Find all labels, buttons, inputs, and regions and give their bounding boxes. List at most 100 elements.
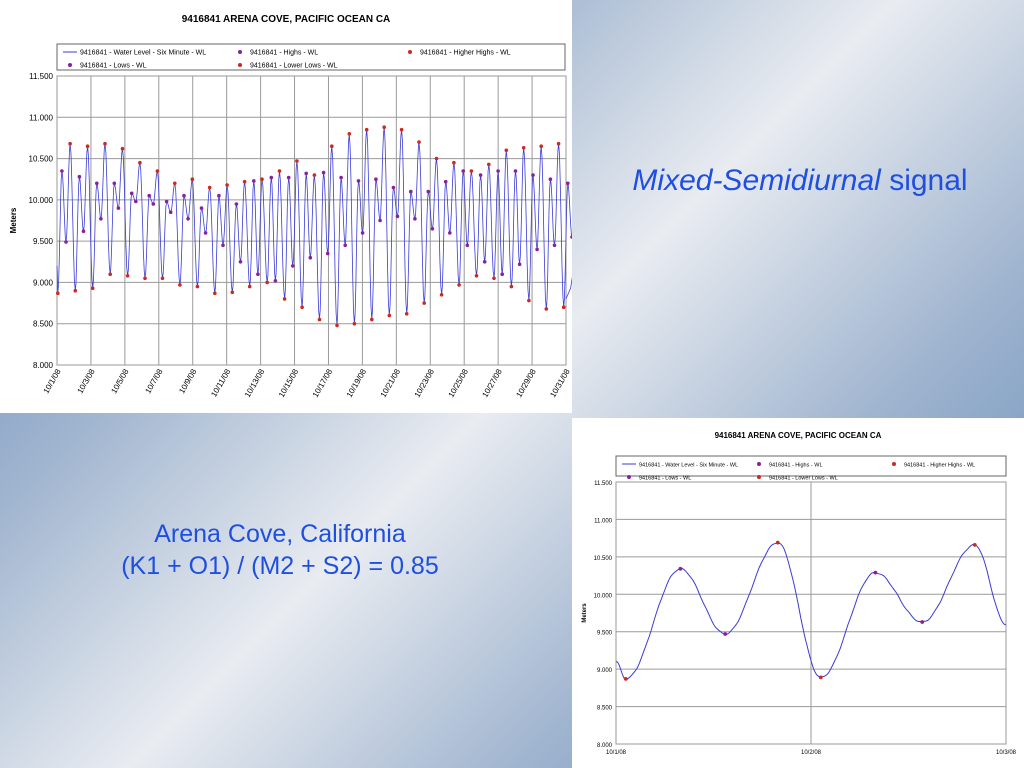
y-axis-label: Meters [9, 207, 18, 233]
x-tick-label: 10/29/08 [514, 367, 538, 399]
low-marker [325, 251, 330, 256]
plot-area [56, 75, 567, 366]
high-marker [374, 177, 378, 181]
high-marker [339, 175, 343, 180]
higher-high-marker [399, 127, 404, 132]
higher-high-marker [85, 144, 90, 148]
x-tick-label: 10/3/08 [76, 367, 97, 395]
lower-low-marker [818, 675, 823, 680]
high-marker [77, 174, 82, 179]
lower-low-marker [457, 283, 461, 287]
chart-title: 9416841 ARENA COVE, PACIFIC OCEAN CA [715, 431, 882, 440]
higher-high-marker [312, 173, 317, 177]
lower-low-marker [125, 274, 130, 278]
legend-entry: 9416841 - Higher Highs - WL [904, 463, 975, 469]
high-marker [60, 169, 64, 173]
lower-low-marker [509, 284, 514, 289]
high-marker [531, 173, 535, 177]
low-marker [482, 260, 487, 264]
monthly-tide-chart: 9416841 ARENA COVE, PACIFIC OCEAN CA 9416… [0, 0, 572, 413]
y-tick-label: 11.000 [594, 518, 613, 524]
high-marker [496, 169, 500, 173]
lower-low-marker [387, 313, 392, 318]
lower-low-marker [352, 321, 357, 326]
lower-low-marker [300, 305, 304, 310]
higher-high-marker [295, 159, 299, 163]
lower-low-marker [527, 298, 531, 303]
y-tick-label: 10.000 [594, 593, 613, 599]
lower-low-marker [195, 284, 200, 289]
lower-low-marker [73, 288, 78, 293]
high-marker [321, 170, 326, 175]
higher-high-marker [120, 146, 125, 151]
chart-legend: 9416841 - Water Level - Six Minute - WL 9… [615, 455, 1007, 482]
x-tick-label: 10/15/08 [277, 367, 301, 399]
y-tick-label: 11.000 [29, 113, 53, 122]
higher-high-marker [173, 181, 177, 186]
legend-marker-swatch [892, 462, 896, 466]
high-marker [478, 173, 483, 177]
chart-legend: 9416841 - Water Level - Six Minute - WL 9… [56, 43, 566, 71]
lower-low-marker [561, 305, 566, 310]
y-tick-label: 8.000 [33, 361, 54, 370]
water-level-line [615, 542, 1006, 681]
high-marker [182, 193, 186, 198]
high-marker [566, 181, 570, 186]
lower-low-marker [474, 274, 479, 278]
low-marker [465, 243, 470, 248]
low-marker [570, 235, 572, 239]
lower-low-marker [56, 291, 60, 296]
higher-high-marker [242, 179, 247, 184]
lower-low-marker [160, 276, 165, 281]
x-tick-label: 10/27/08 [481, 367, 505, 399]
legend-entry: 9416841 - Lows - WL [80, 63, 147, 70]
legend-entry: 9416841 - Water Level - Six Minute - WL [80, 50, 206, 57]
y-tick-label: 9.500 [33, 237, 54, 246]
x-tick-label: 10/19/08 [345, 367, 369, 399]
lower-low-marker [404, 312, 409, 316]
high-marker [391, 185, 396, 190]
low-marker [378, 218, 382, 223]
x-tick-label: 10/1/08 [606, 750, 627, 756]
two-day-tide-chart: 9416841 ARENA COVE, PACIFIC OCEAN CA 9416… [572, 418, 1024, 768]
low-marker [448, 231, 452, 235]
lower-low-marker [178, 283, 182, 287]
y-tick-label: 8.000 [597, 743, 613, 749]
legend-marker-swatch [408, 50, 412, 54]
legend-box [615, 455, 1007, 477]
high-marker [129, 191, 134, 196]
low-marker [116, 206, 121, 210]
high-marker [873, 570, 878, 575]
lower-low-marker [108, 272, 112, 277]
low-marker [430, 227, 435, 231]
higher-high-marker [225, 183, 229, 187]
high-marker [95, 181, 99, 186]
higher-high-marker [775, 540, 780, 545]
legend-entry: 9416841 - Lows - WL [639, 476, 691, 482]
lower-low-marker [335, 323, 339, 328]
signal-type-italic: Mixed-Semidiurnal [632, 164, 881, 197]
legend-entry: 9416841 - Lower Lows - WL [769, 476, 838, 482]
higher-high-marker [190, 177, 195, 181]
legend-marker-swatch [757, 462, 761, 466]
low-marker [413, 217, 417, 221]
higher-high-marker [539, 144, 543, 148]
low-marker [517, 262, 522, 267]
low-marker [920, 620, 925, 624]
lower-low-marker [265, 280, 270, 285]
high-marker [112, 181, 117, 186]
low-marker [221, 243, 225, 248]
lower-low-marker [439, 293, 444, 297]
low-marker [273, 279, 278, 283]
lower-low-marker [422, 301, 427, 305]
lower-low-marker [143, 276, 147, 281]
higher-high-marker [469, 169, 474, 173]
high-marker [548, 177, 553, 181]
higher-high-marker [155, 169, 160, 173]
low-marker [134, 199, 138, 204]
lower-low-marker [90, 286, 95, 291]
low-marker [360, 231, 365, 235]
higher-high-marker [68, 141, 72, 146]
low-marker [343, 243, 348, 248]
high-marker [513, 169, 518, 173]
